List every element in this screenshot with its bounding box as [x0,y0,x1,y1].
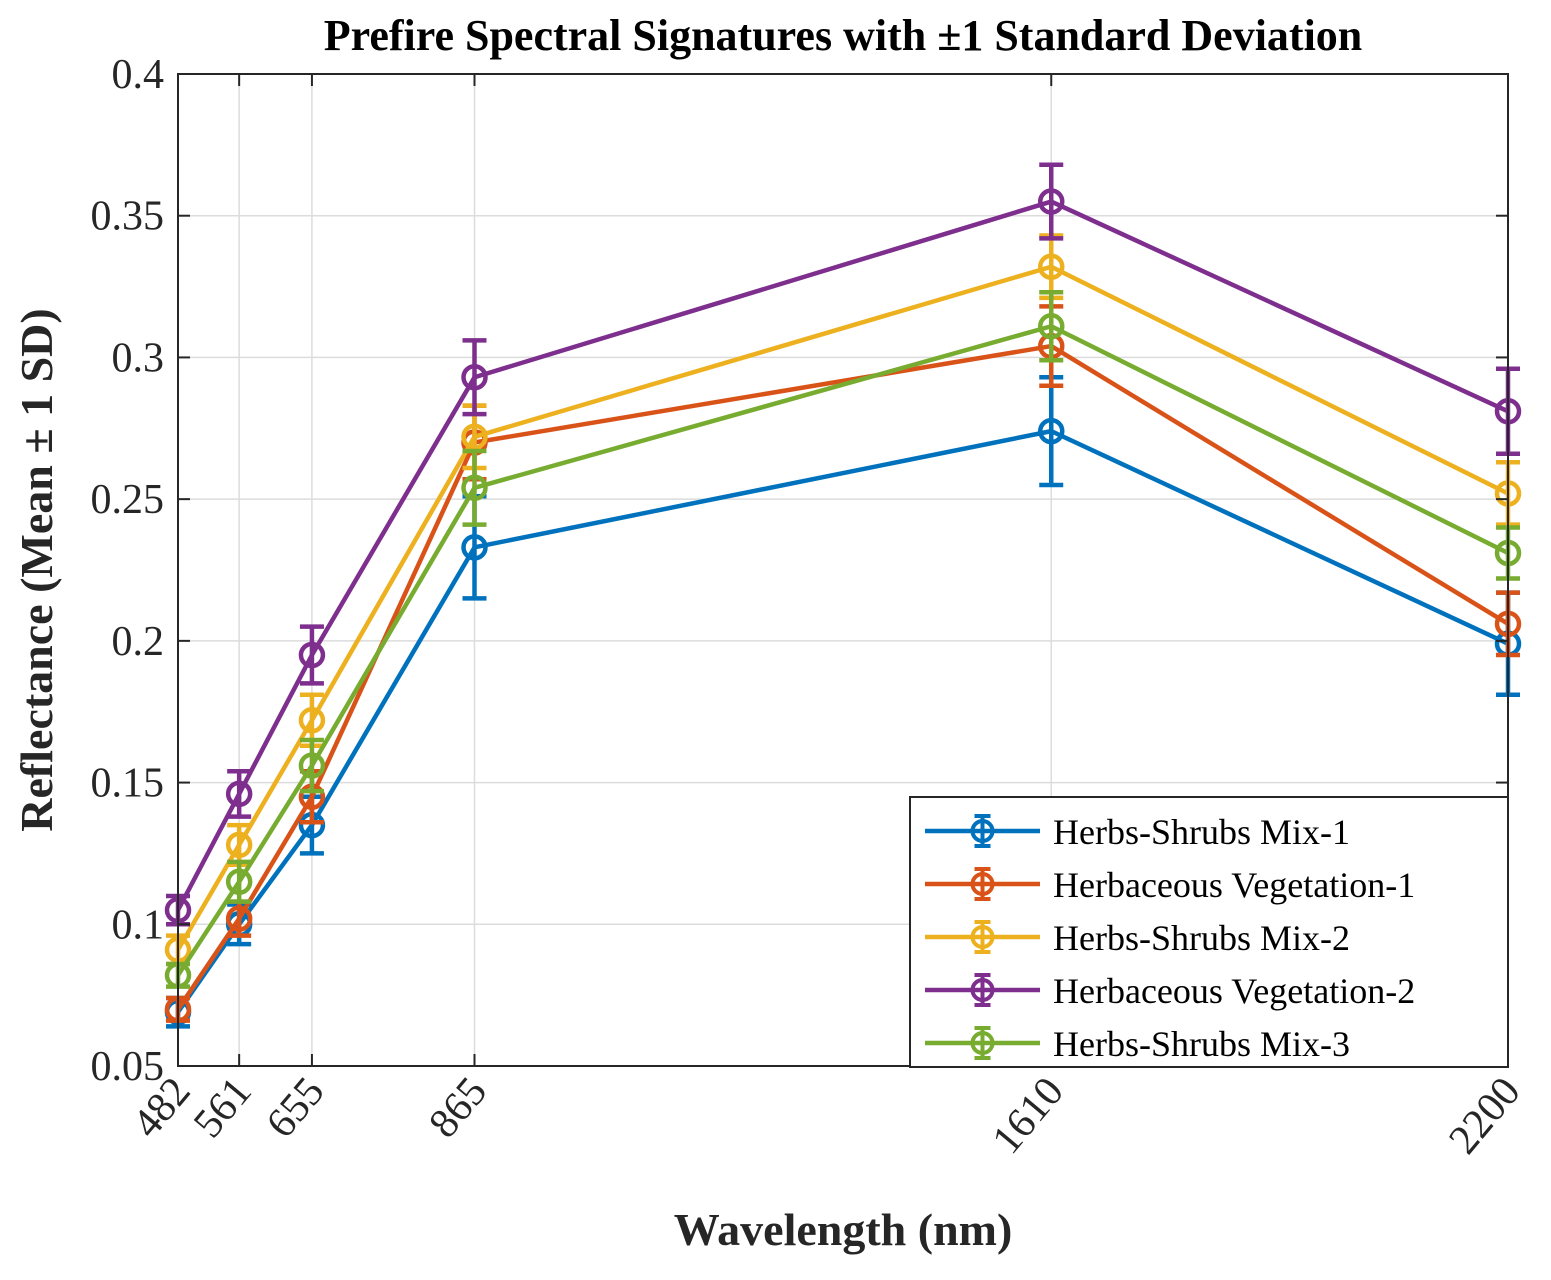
series-line [176,199,1509,912]
legend-marker [970,872,995,896]
series-line [176,324,1510,977]
legend-marker [970,819,995,843]
series-layer [164,162,1522,1029]
legend-label: Herbaceous Vegetation-2 [1053,971,1415,1011]
data-point-marker [461,364,488,391]
legend: Herbs-Shrubs Mix-1 Herbaceous Vegetation-… [909,796,1509,1068]
y-tick-label: 0.4 [112,52,165,98]
y-tick-label: 0.3 [112,335,165,381]
x-axis-label: Wavelength (nm) [674,1204,1013,1255]
y-tick-label: 0.25 [91,477,165,523]
legend-label: Herbs-Shrubs Mix-1 [1053,812,1350,852]
legend-label: Herbs-Shrubs Mix-2 [1053,918,1350,958]
y-tick-label: 0.2 [112,619,165,665]
legend-entry-3: Herbs-Shrubs Mix-2 [925,918,1350,958]
legend-entry-4: Herbaceous Vegetation-2 [925,971,1415,1011]
legend-marker [970,978,995,1002]
y-tick-label: 0.1 [112,902,165,948]
legend-marker [970,1031,995,1055]
y-tick-label: 0.05 [91,1044,165,1090]
data-point-marker [461,534,488,561]
series-4 [164,162,1522,927]
data-point-marker [1037,188,1065,215]
chart-title: Prefire Spectral Signatures with ±1 Stan… [324,11,1363,60]
data-point-marker [461,423,488,451]
data-point-marker [298,706,326,734]
y-axis-ticks: 0.05 0.1 0.15 0.2 0.25 0.3 0.35 0.4 [91,52,1508,1090]
data-point-marker [225,831,253,859]
legend-entry-5: Herbs-Shrubs Mix-3 [925,1024,1350,1064]
plot-frame [177,73,1509,1067]
data-point-marker [298,641,326,669]
legend-entry-2: Herbaceous Vegetation-1 [925,865,1415,905]
legend-marker [970,925,995,949]
data-point-marker [1037,417,1065,445]
data-point-marker [1037,253,1065,280]
data-point-marker [1037,313,1065,340]
series-5 [164,289,1522,989]
legend-entry-1: Herbs-Shrubs Mix-1 [925,812,1350,852]
data-point-marker [225,868,253,896]
legend-box [909,796,1509,1068]
legend-label: Herbs-Shrubs Mix-3 [1053,1024,1350,1064]
data-point-marker [225,780,253,808]
y-tick-label: 0.35 [91,194,165,240]
legend-label: Herbaceous Vegetation-1 [1053,865,1415,905]
series-line [176,428,1509,1014]
data-point-marker [225,905,253,932]
data-point-marker [298,752,326,779]
data-point-marker [461,474,488,502]
legend-items: Herbs-Shrubs Mix-1 Herbaceous Vegetation-… [925,812,1415,1064]
y-axis-label: Reflectance (Mean ± 1 SD) [11,308,62,831]
y-tick-label: 0.15 [91,761,165,807]
